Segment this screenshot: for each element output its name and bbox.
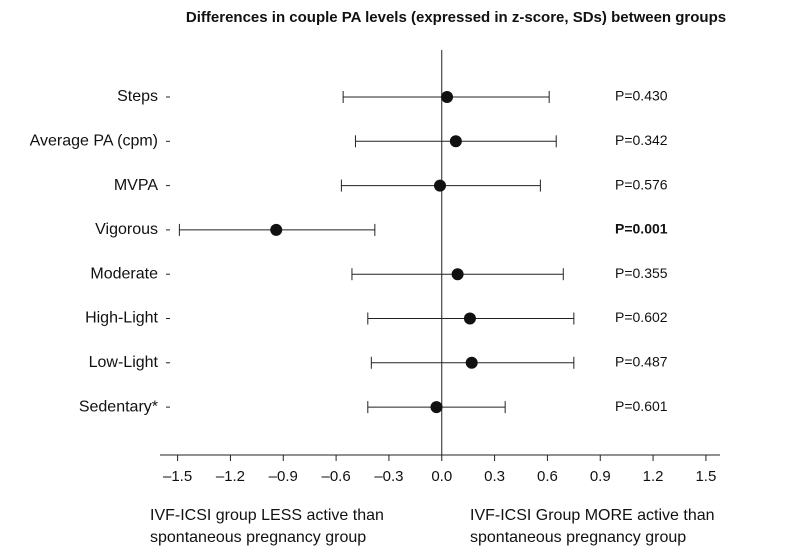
p-value: P=0.001	[615, 221, 668, 237]
x-tick-label: 0.9	[590, 468, 611, 485]
x-tick-label: –0.3	[374, 468, 403, 485]
left-note: spontaneous pregnancy group	[150, 529, 366, 546]
x-tick-label: 0.0	[431, 468, 452, 485]
p-value: P=0.601	[615, 398, 668, 414]
point-estimate	[434, 179, 446, 192]
p-value: P=0.487	[615, 354, 668, 370]
category-label: Average PA (cpm)	[30, 133, 158, 150]
right-note: IVF-ICSI Group MORE active than	[470, 507, 715, 524]
point-estimate	[449, 135, 462, 148]
chart-title: Differences in couple PA levels (express…	[186, 9, 726, 26]
category-label: Sedentary*	[79, 398, 158, 415]
x-tick-label: 0.3	[484, 468, 505, 485]
p-value: P=0.576	[615, 176, 668, 192]
x-tick-label: –0.9	[269, 468, 298, 485]
x-tick-label: –0.6	[321, 468, 350, 485]
left-note: IVF-ICSI group LESS active than	[150, 507, 384, 524]
category-label: Vigorous	[95, 221, 158, 238]
category-label: MVPA	[114, 177, 158, 194]
x-tick-label: 1.5	[695, 468, 716, 485]
point-estimate	[451, 268, 464, 281]
x-tick-label: –1.5	[163, 468, 192, 485]
point-estimate	[441, 91, 454, 103]
category-label: Moderate	[90, 265, 158, 282]
point-estimate	[430, 401, 443, 414]
p-value: P=0.602	[615, 309, 668, 325]
point-estimate	[270, 223, 283, 236]
x-tick-label: 0.6	[537, 468, 558, 485]
p-value: P=0.430	[615, 88, 668, 104]
p-value: P=0.355	[615, 265, 668, 281]
point-estimate	[463, 312, 476, 325]
right-note: spontaneous pregnancy group	[470, 529, 686, 546]
category-label: Low-Light	[89, 354, 159, 371]
p-value: P=0.342	[615, 132, 668, 148]
x-tick-label: 1.2	[643, 468, 664, 485]
point-estimate	[465, 356, 478, 369]
x-tick-label: –1.2	[216, 468, 245, 485]
category-label: Steps	[117, 88, 158, 105]
category-label: High-Light	[85, 310, 158, 327]
